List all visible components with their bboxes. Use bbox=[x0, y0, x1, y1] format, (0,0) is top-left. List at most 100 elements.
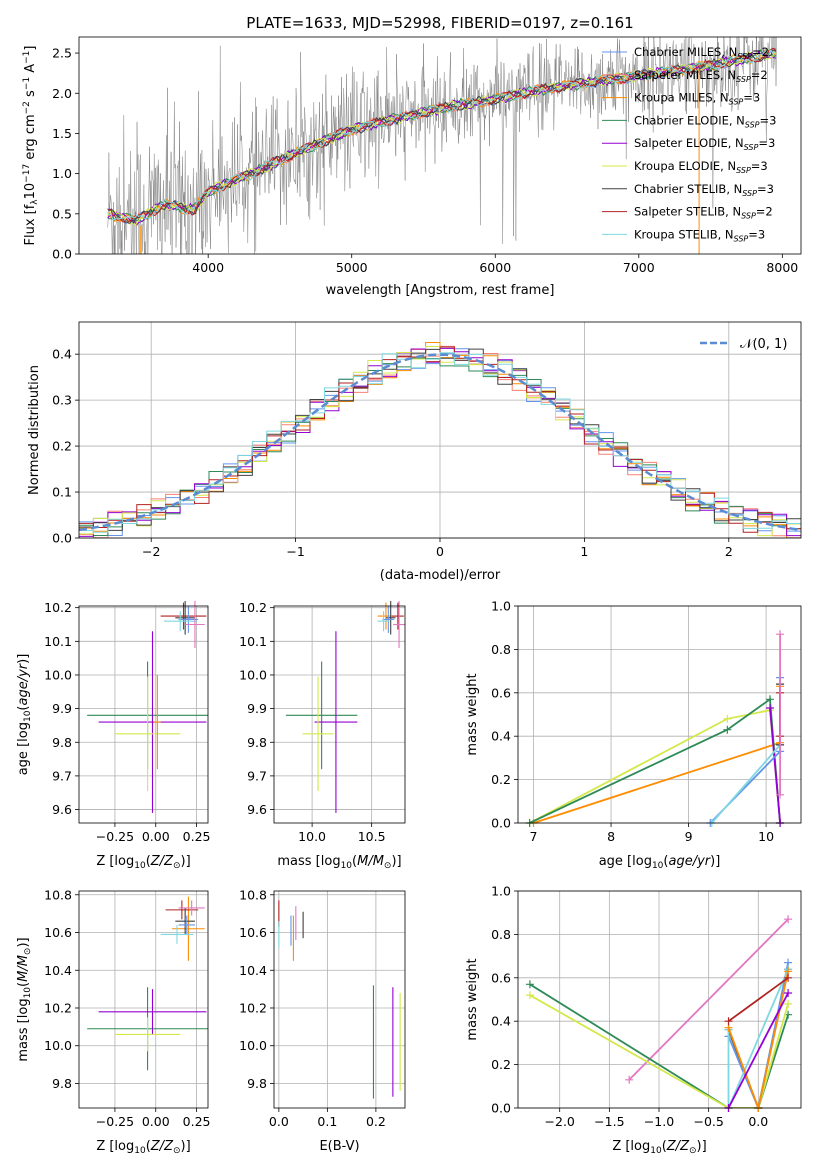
weight_vs_age-axes: 7 8 9 10 0.0 0.2 0.4 0.6 0.8 1.0 bbox=[491, 599, 801, 844]
mass_vs_Z-ytick-label: 10.4 bbox=[44, 963, 72, 978]
mass_vs_ebv-xlabel: E(B-V) bbox=[319, 1139, 359, 1154]
weight_vs_age-xtick-label: 7 bbox=[530, 829, 538, 844]
mass_vs_Z-ylabel: mass [log10(M/M⊙)] bbox=[16, 937, 33, 1061]
weight_vs_age-frame bbox=[517, 605, 802, 824]
weight_vs_age-ytick-label: 0.8 bbox=[491, 642, 511, 657]
weight_vs_age-series-0 bbox=[533, 686, 781, 823]
legend-entry-5: Kroupa ELODIE, NSSP=3 bbox=[634, 159, 768, 175]
age_vs_Z-ytick-label: 9.8 bbox=[52, 735, 72, 750]
mass_vs_ebv-ytick-label: 9.8 bbox=[247, 1076, 267, 1091]
residuals-xlabel: (data-model)/error bbox=[380, 568, 501, 583]
weight_vs_age-ytick-label: 0.6 bbox=[491, 685, 511, 700]
residuals-xtick-label: 0 bbox=[436, 544, 444, 559]
weight_vs_Z-series-1 bbox=[529, 983, 789, 1108]
legend-entry-3: Chabrier ELODIE, NSSP=3 bbox=[634, 113, 776, 129]
residuals-ytick-label: 0.1 bbox=[52, 485, 72, 500]
spectrum-xtick-label: 8000 bbox=[766, 260, 798, 275]
age_vs_Z-xlabel: Z [log10(Z/Z⊙)] bbox=[96, 854, 190, 871]
residuals-xtick-label: −2 bbox=[142, 544, 160, 559]
weight_vs_Z-series-5 bbox=[727, 968, 789, 1108]
spectrum-xlabel: wavelength [Angstrom, rest frame] bbox=[326, 283, 555, 298]
weight_vs_Z-marker-0-1 bbox=[784, 915, 793, 924]
age_vs_Z-xtick-label: 0.00 bbox=[142, 829, 170, 844]
weight_vs_Z-ytick-label: 0.0 bbox=[491, 1101, 511, 1116]
age_vs_mass-ytick-label: 9.7 bbox=[247, 768, 267, 783]
weight_vs_Z-marker-8-0 bbox=[724, 1017, 733, 1026]
spectrum-ytick-label: 0.5 bbox=[52, 206, 72, 221]
weight_vs_age-xlabel: age [log10(age/yr)] bbox=[599, 854, 721, 871]
weight_vs_Z-series-6 bbox=[727, 971, 789, 1108]
weight_vs_age-marker-8-0 bbox=[776, 790, 785, 799]
age_vs_mass-ytick-label: 9.6 bbox=[247, 802, 267, 817]
age_vs_Z-axes: −0.25 0.00 0.25 9.6 9.7 9.8 9.9 10.0 10.1 10.2 bbox=[44, 600, 210, 844]
spectrum-ytick-label: 1.5 bbox=[52, 126, 72, 141]
spectrum-ytick-label: 2.5 bbox=[52, 46, 72, 61]
spectrum-ytick-label: 1.0 bbox=[52, 166, 72, 181]
mass_vs_Z-xlabel: Z [log10(Z/Z⊙)] bbox=[96, 1139, 190, 1156]
spectrum-ytick-label: 2.0 bbox=[52, 86, 72, 101]
residuals-ytick-label: 0.0 bbox=[52, 531, 72, 546]
weight_vs_age-ytick-label: 0.2 bbox=[491, 772, 511, 787]
residuals-ytick-label: 0.4 bbox=[52, 347, 72, 362]
legend-entry-6: Chabrier STELIB, NSSP=3 bbox=[634, 182, 774, 198]
mass_vs_ebv-ytick-label: 10.6 bbox=[239, 925, 267, 940]
spectrum-ytick-label: 0.0 bbox=[52, 247, 72, 262]
age_vs_mass-ytick-label: 9.9 bbox=[247, 701, 267, 716]
mass_vs_ebv-ytick-label: 10.0 bbox=[239, 1038, 267, 1053]
residuals-axes: −2 −1 0 1 2 0.0 0.1 0.2 0.3 0.4 bbox=[52, 322, 801, 559]
mass_vs_Z-xtick-label: −0.25 bbox=[96, 1114, 134, 1129]
age_vs_Z-xtick-label: −0.25 bbox=[96, 829, 134, 844]
legend-entry-2: Kroupa MILES, NSSP=3 bbox=[634, 91, 760, 107]
weight_vs_Z-xtick-label: 0.0 bbox=[748, 1114, 768, 1129]
weight_vs_Z-marker-2-3 bbox=[784, 999, 793, 1008]
weight_vs_age-marker-1-1 bbox=[723, 714, 732, 723]
gaussian-legend-label: 𝒩(0, 1) bbox=[740, 337, 787, 352]
age_vs_Z-frame bbox=[78, 605, 209, 824]
mass_vs_ebv-xtick-label: 0.2 bbox=[366, 1114, 386, 1129]
age_vs_Z-xtick-label: 0.25 bbox=[183, 829, 211, 844]
mass_vs_Z-ytick-label: 9.8 bbox=[52, 1076, 72, 1091]
residuals-xtick-label: −1 bbox=[286, 544, 304, 559]
mass_vs_Z-ytick-label: 10.6 bbox=[44, 925, 72, 940]
weight_vs_age-ytick-label: 0.4 bbox=[491, 729, 511, 744]
legend-entry-4: Salpeter ELODIE, NSSP=3 bbox=[634, 136, 775, 152]
age_vs_mass-axes: 10.0 10.5 9.6 9.7 9.8 9.9 10.0 10.1 10.2 bbox=[239, 600, 405, 844]
weight_vs_age-marker-2-1 bbox=[723, 725, 732, 734]
model-line-8 bbox=[107, 48, 777, 221]
age_vs_Z-ytick-label: 10.1 bbox=[44, 634, 72, 649]
histogram-step-8 bbox=[79, 352, 801, 533]
weight_vs_age-marker-3-0 bbox=[765, 703, 774, 712]
mass_vs_Z-xtick-label: 0.00 bbox=[142, 1114, 170, 1129]
residuals-frame bbox=[78, 321, 802, 539]
weight_vs_Z-series-8 bbox=[727, 977, 789, 1022]
age_vs_Z-ytick-label: 9.7 bbox=[52, 768, 72, 783]
mass_vs_ebv-frame bbox=[273, 890, 406, 1109]
weight_vs_Z-ytick-label: 0.2 bbox=[491, 1057, 511, 1072]
age_vs_mass-ytick-label: 10.2 bbox=[239, 600, 267, 615]
weight_vs_Z-ytick-label: 0.8 bbox=[491, 927, 511, 942]
weight_vs_Z-xtick-label: −1.5 bbox=[594, 1114, 624, 1129]
weight_vs_Z-xtick-label: −1.0 bbox=[644, 1114, 674, 1129]
mass_vs_ebv-ytick-label: 10.4 bbox=[239, 963, 267, 978]
weight_vs_Z-marker-0-0 bbox=[625, 1075, 634, 1084]
age_vs_Z-ytick-label: 10.2 bbox=[44, 600, 72, 615]
weight_vs_Z-ytick-label: 0.4 bbox=[491, 1014, 511, 1029]
weight_vs_Z-xtick-label: −2.0 bbox=[545, 1114, 575, 1129]
age_vs_mass-ytick-label: 9.8 bbox=[247, 735, 267, 750]
spectrum-xtick-label: 7000 bbox=[623, 260, 655, 275]
spectrum-xtick-label: 6000 bbox=[479, 260, 511, 275]
age_vs_mass-ytick-label: 10.0 bbox=[239, 667, 267, 682]
spectrum-xtick-label: 4000 bbox=[192, 260, 224, 275]
weight_vs_Z-axes: −2.0 −1.5 −1.0 −0.5 0.0 0.0 0.2 0.4 0.6 0.8 1.0 bbox=[491, 884, 801, 1129]
residuals-ylabel: Normed distribution bbox=[27, 365, 42, 495]
mass_vs_Z-axes: −0.25 0.00 0.25 9.8 10.0 10.2 10.4 10.6 10.8 bbox=[44, 887, 210, 1129]
mass_vs_ebv-ytick-label: 10.8 bbox=[239, 887, 267, 902]
age_vs_mass-xlabel: mass [log10(M/M⊙)] bbox=[277, 854, 401, 871]
weight_vs_Z-series-7 bbox=[727, 992, 789, 1108]
spectrum-frame bbox=[78, 36, 802, 255]
weight_vs_age-xtick-label: 10 bbox=[758, 829, 774, 844]
residuals-xtick-label: 2 bbox=[725, 544, 733, 559]
mass_vs_ebv-axes: 0.0 0.1 0.2 9.8 10.0 10.2 10.4 10.6 10.8 bbox=[239, 887, 405, 1129]
weight_vs_age-series-3 bbox=[769, 707, 781, 823]
